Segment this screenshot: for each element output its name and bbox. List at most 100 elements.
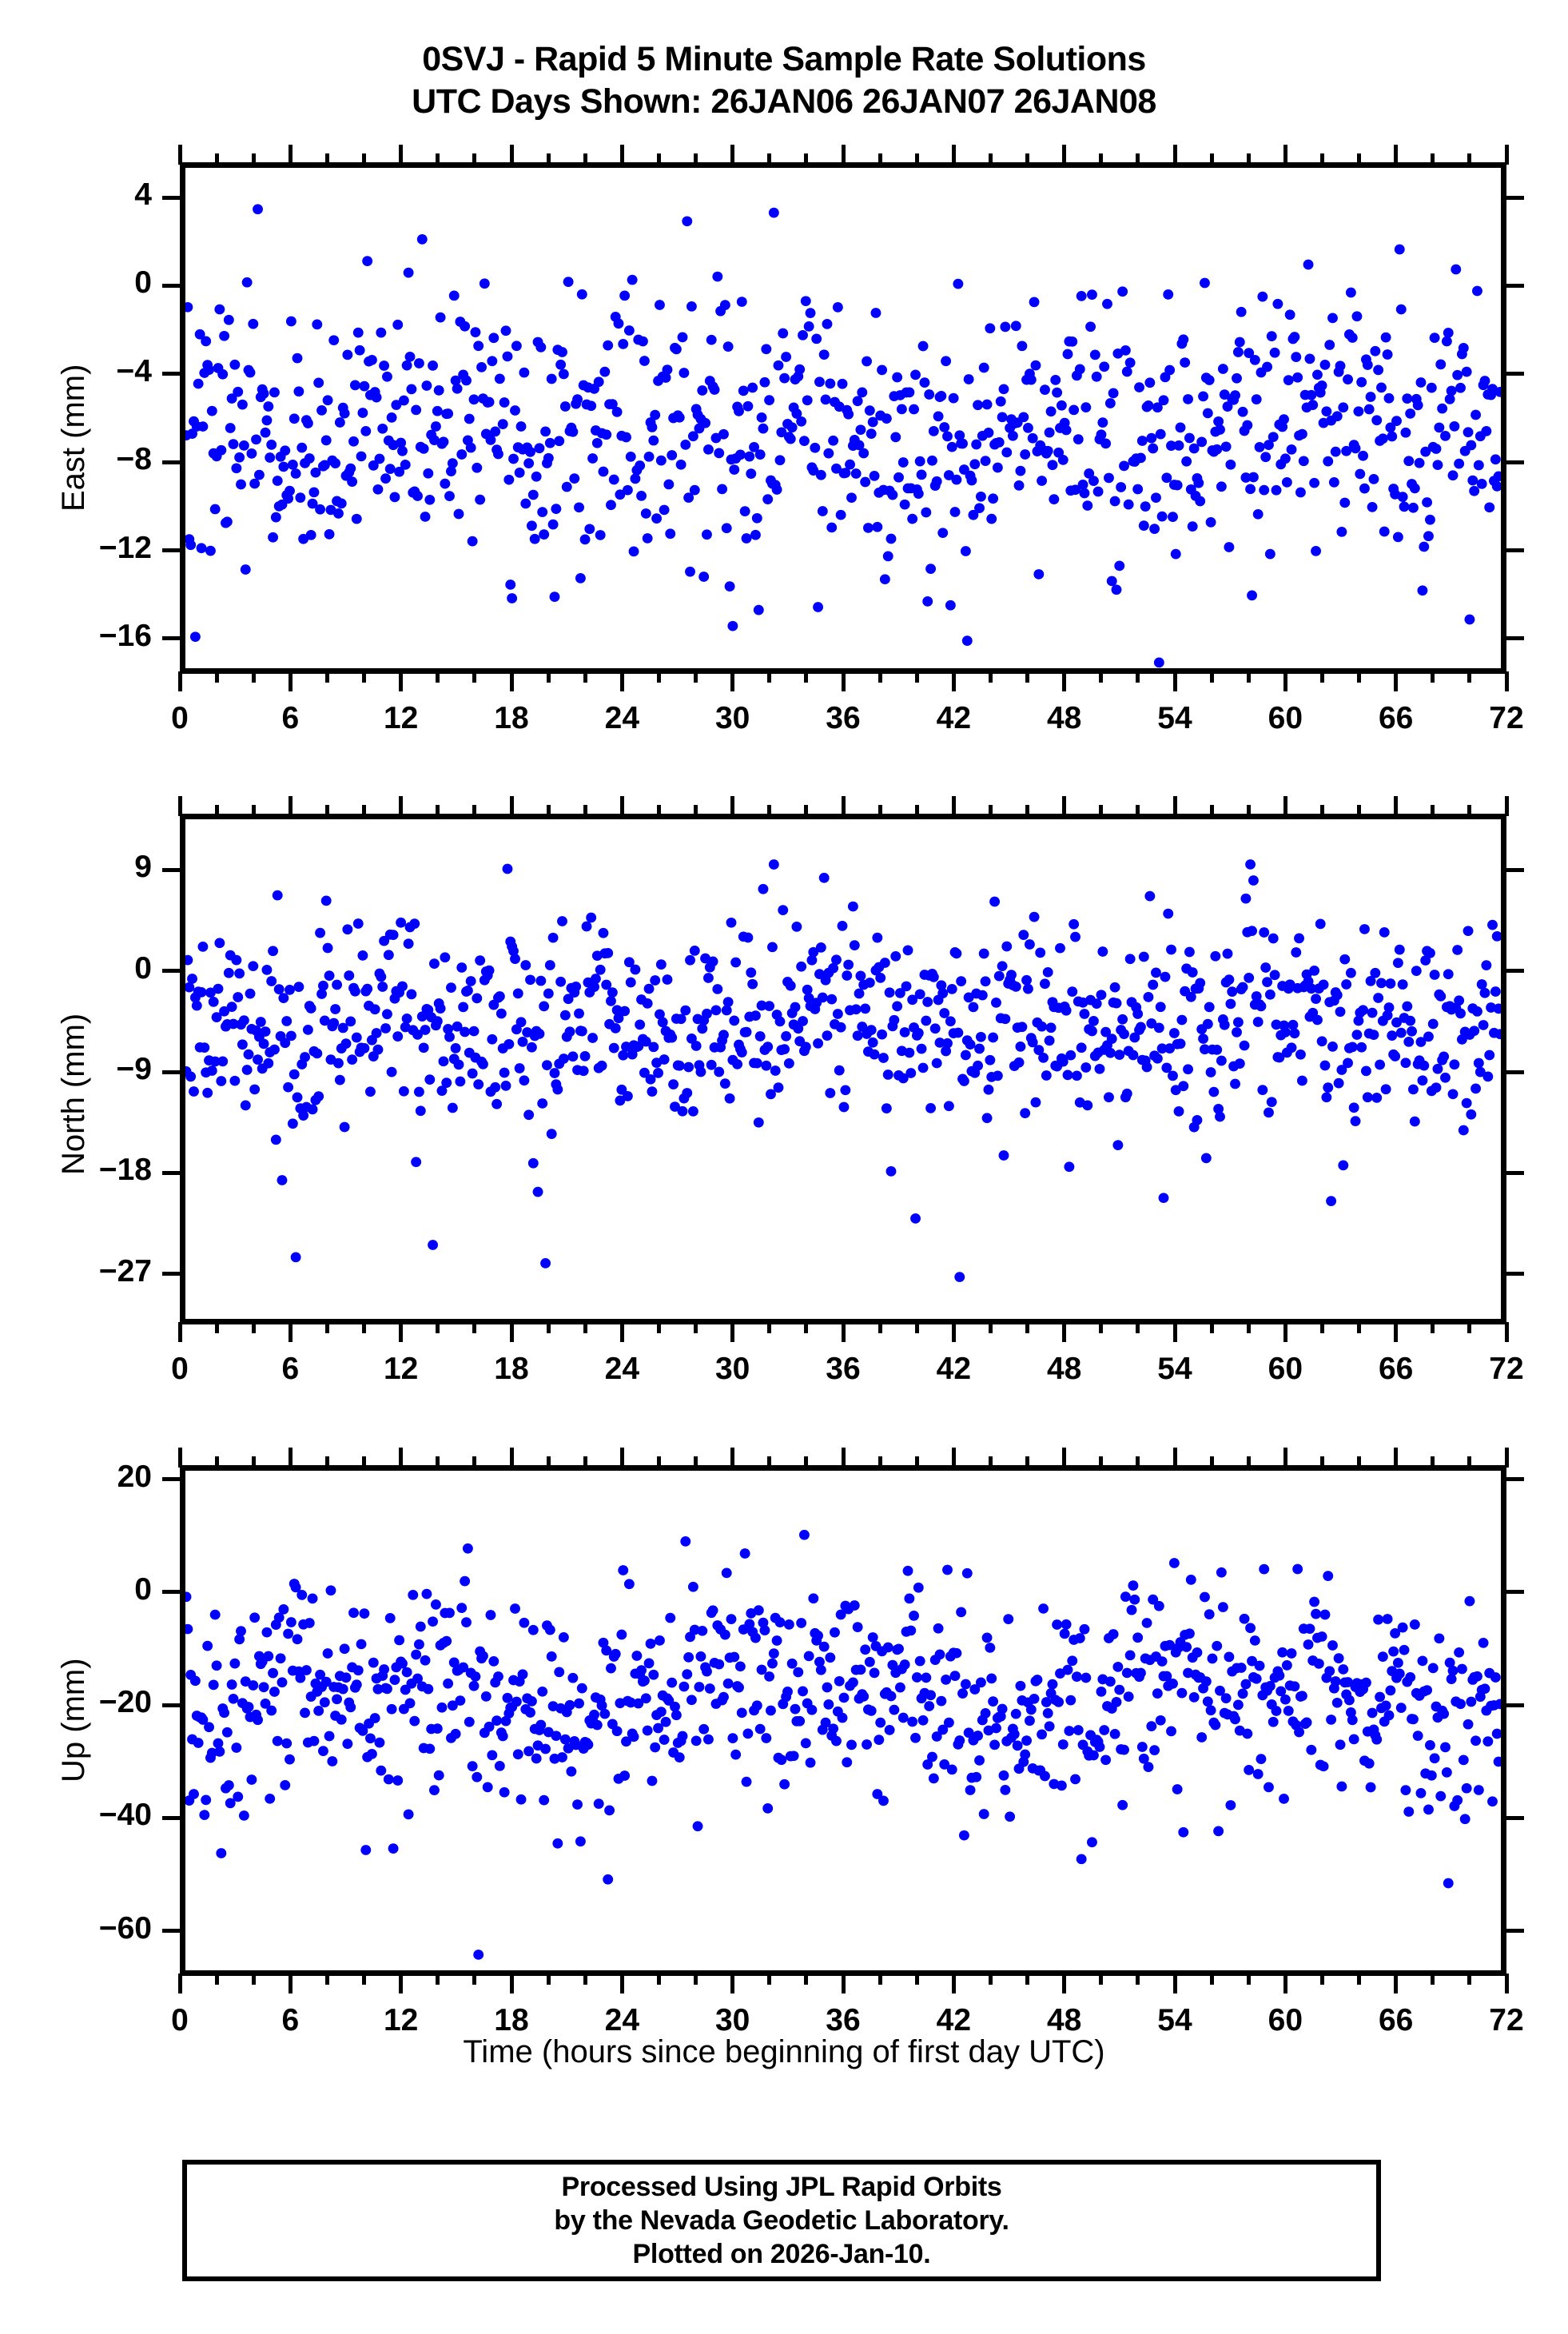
x-tick [1062, 1974, 1067, 1993]
y-tick [1504, 548, 1524, 553]
x-tick [1172, 1974, 1177, 1993]
x-tick [177, 1974, 182, 1993]
x-tick-label: 42 [936, 2003, 972, 2037]
y-tick [1504, 1272, 1524, 1277]
x-tick [619, 671, 624, 691]
y-tick [1504, 1703, 1524, 1707]
x-tick [177, 671, 182, 691]
y-tick [1504, 636, 1524, 641]
x-tick [509, 1322, 514, 1342]
x-tick-label: 54 [1157, 701, 1192, 735]
x-tick [288, 671, 293, 691]
y-tick-label: −12 [98, 530, 152, 565]
x-tick-label: 18 [494, 1352, 529, 1386]
x-tick-label: 18 [494, 2003, 529, 2037]
y-axis-title-up: Up (mm) [56, 1658, 91, 1782]
x-tick-label: 72 [1489, 701, 1524, 735]
x-tick [730, 1322, 735, 1342]
y-tick-label: 0 [134, 265, 152, 301]
x-tick-label: 6 [281, 701, 300, 735]
x-tick [399, 1322, 404, 1342]
footer-line-2: by the Nevada Geodetic Laboratory. [554, 2205, 1009, 2236]
x-tick-label: 36 [826, 701, 861, 735]
x-tick-label: 66 [1378, 701, 1414, 735]
x-tick-label: 36 [826, 2003, 861, 2037]
x-tick-label: 0 [171, 2003, 189, 2037]
x-tick [619, 1322, 624, 1342]
x-tick-label: 60 [1268, 2003, 1303, 2037]
y-tick [1504, 1069, 1524, 1074]
x-tick-label: 0 [171, 701, 189, 735]
x-tick-label: 66 [1378, 2003, 1414, 2037]
x-tick-label: 48 [1046, 1352, 1082, 1386]
x-tick-label: 0 [171, 1352, 189, 1386]
x-tick [951, 671, 956, 691]
x-tick-label: 30 [714, 1352, 750, 1386]
x-tick-label: 24 [604, 2003, 640, 2037]
y-tick-label: −27 [98, 1253, 152, 1288]
y-tick [1504, 195, 1524, 200]
x-tick [1283, 1974, 1287, 1993]
x-tick [288, 1974, 293, 1993]
x-tick [841, 671, 846, 691]
x-tick-label: 72 [1489, 2003, 1524, 2037]
x-tick [1062, 1322, 1067, 1342]
y-tick [1504, 372, 1524, 376]
footer-caption-box: Processed Using JPL Rapid Orbits by the … [182, 2160, 1381, 2281]
x-tick [1283, 671, 1287, 691]
x-tick-label: 12 [383, 1352, 419, 1386]
x-tick-label: 54 [1157, 2003, 1192, 2037]
x-tick [730, 671, 735, 691]
x-tick [509, 1974, 514, 1993]
x-tick-label: 54 [1157, 1352, 1192, 1386]
x-tick-label: 24 [604, 1352, 640, 1386]
y-tick [1504, 460, 1524, 464]
scatter-north [185, 859, 1501, 1282]
x-tick [1394, 1322, 1399, 1342]
scatter-up [185, 1529, 1501, 1960]
x-tick-label: 48 [1046, 2003, 1082, 2037]
y-tick [1504, 283, 1524, 288]
y-tick [1504, 969, 1524, 974]
y-tick [1504, 1815, 1524, 1820]
x-tick-label: 60 [1268, 701, 1303, 735]
x-tick-label: 36 [826, 1352, 861, 1386]
y-tick-label: −40 [98, 1798, 152, 1833]
x-tick-label: 48 [1046, 701, 1082, 735]
x-tick [1172, 1322, 1177, 1342]
x-tick [1394, 1974, 1399, 1993]
y-tick-label: 4 [134, 177, 152, 213]
panel-north [180, 814, 1506, 1324]
y-tick-label: −16 [98, 618, 152, 653]
x-tick-label: 30 [714, 2003, 750, 2037]
y-tick-label: 20 [117, 1459, 152, 1494]
x-tick [841, 1974, 846, 1993]
x-axis-title: Time (hours since beginning of first day… [463, 2034, 1105, 2069]
y-tick-label: 0 [134, 1571, 152, 1607]
x-tick [1394, 671, 1399, 691]
x-tick [177, 1322, 182, 1342]
y-tick [1504, 1477, 1524, 1482]
x-tick [399, 671, 404, 691]
x-tick-label: 30 [714, 701, 750, 735]
x-tick [619, 1974, 624, 1993]
y-tick-label: 0 [134, 950, 152, 986]
y-axis-title-north: North (mm) [56, 1013, 91, 1175]
x-tick [1504, 1322, 1509, 1342]
x-tick [1283, 1322, 1287, 1342]
scatter-east [185, 204, 1501, 668]
plot-title: 0SVJ - Rapid 5 Minute Sample Rate Soluti… [0, 38, 1568, 123]
x-tick [1062, 671, 1067, 691]
x-tick-label: 6 [281, 1352, 300, 1386]
x-tick [1504, 671, 1509, 691]
x-tick-label: 24 [604, 701, 640, 735]
y-tick [1504, 1590, 1524, 1595]
footer-line-3: Plotted on 2026-Jan-10. [632, 2239, 931, 2269]
y-tick-label: −60 [98, 1910, 152, 1946]
x-tick [399, 1974, 404, 1993]
x-tick [730, 1974, 735, 1993]
panel-up [180, 1465, 1506, 1976]
footer-line-1: Processed Using JPL Rapid Orbits [561, 2172, 1002, 2202]
x-tick [841, 1322, 846, 1342]
